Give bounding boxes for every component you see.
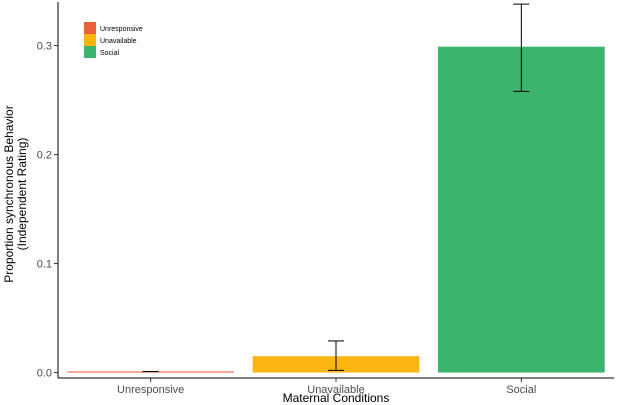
y-tick-label: 0.2 [37, 150, 52, 162]
x-tick-label: Social [506, 384, 536, 396]
legend-key-unresponsive [84, 22, 96, 34]
x-tick-label: Unavailable [307, 384, 364, 396]
y-axis-title-line-1: Proportion synchronous Behavior [2, 105, 16, 282]
y-tick-label: 0.1 [37, 259, 52, 271]
y-tick-label: 0.0 [37, 368, 52, 380]
legend-key-unavailable [84, 34, 96, 46]
bars-layer [67, 46, 605, 373]
legend-label-social: Social [100, 50, 120, 57]
y-ticks-layer: 0.0 0.1 0.2 0.3 [37, 41, 58, 380]
y-axis-title: Proportion synchronous Behavior (Indepen… [2, 105, 29, 282]
x-axis-title: Maternal Conditions [283, 391, 390, 405]
legend-label-unresponsive: Unresponsive [100, 26, 143, 33]
y-tick-label: 0.3 [37, 41, 52, 53]
error-bars-layer [142, 3, 530, 372]
legend: Unresponsive Unavailable Social [84, 22, 143, 58]
x-ticks-layer: Unresponsive Unavailable Social [117, 378, 536, 396]
y-axis-title-line-2: (Independent Rating) [15, 138, 29, 251]
legend-label-unavailable: Unavailable [100, 38, 137, 45]
legend-key-social [84, 46, 96, 58]
bar-unresponsive [67, 371, 235, 373]
bar-social [437, 46, 605, 373]
x-tick-label: Unresponsive [117, 384, 184, 396]
